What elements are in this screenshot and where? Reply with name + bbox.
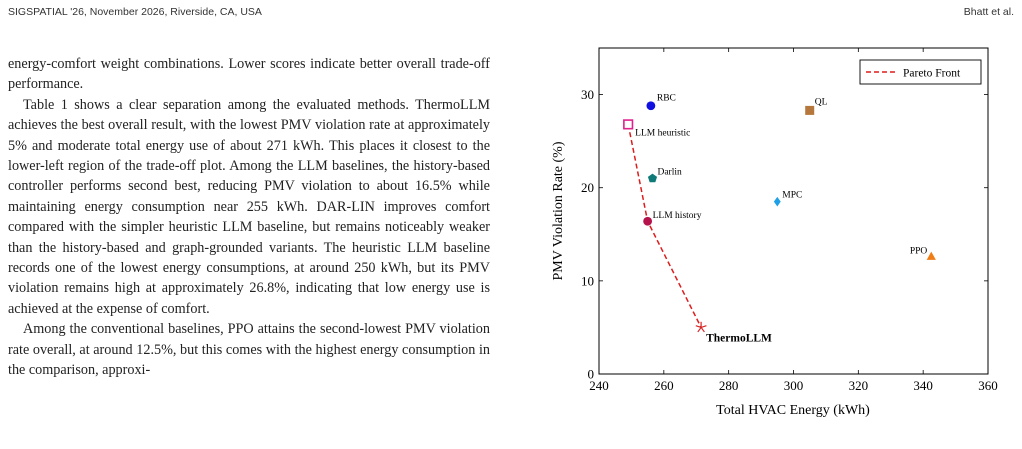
point-mpc (773, 196, 781, 207)
point-label-llm-heuristic: LLM heuristic (635, 128, 690, 138)
point-label-llm-history: LLM history (653, 211, 702, 221)
point-ql (805, 105, 815, 115)
legend-label: Pareto Front (903, 68, 961, 80)
star-ray (697, 327, 702, 333)
point-rbc (646, 101, 656, 111)
y-axis-ticks: 0 10 20 30 (581, 87, 988, 382)
legend: Pareto Front (859, 59, 982, 85)
x-tick-label: 280 (719, 378, 739, 393)
header-authors: Bhatt et al. (963, 6, 1014, 18)
star-ray (695, 325, 702, 328)
tradeoff-scatter-chart: 240 260 280 300 320 340 360 0 10 20 30 RBC QL LLM h… (551, 47, 998, 418)
legend-box (859, 59, 982, 85)
paragraph-results: Table 1 shows a clear separation among t… (8, 96, 490, 317)
point-label-rbc: RBC (657, 94, 676, 104)
paragraph-continued: energy-comfort weight combinations. Lowe… (8, 56, 490, 93)
x-tick-label: 260 (654, 378, 674, 393)
tradeoff-figure: 240 260 280 300 320 340 360 0 10 20 30 RBC QL LLM h… (535, 30, 1015, 430)
point-label-ql: QL (815, 97, 828, 107)
y-tick-label: 0 (588, 367, 595, 382)
pareto-front-layer (627, 124, 702, 328)
y-axis-label: PMV Violation Rate (%) (551, 141, 566, 280)
x-tick-label: 320 (849, 378, 869, 393)
point-label-darlin: Darlin (657, 167, 682, 177)
paragraph-baselines: Among the conventional baselines, PPO at… (8, 321, 490, 379)
point-darlin (647, 173, 658, 183)
point-thermollm (695, 321, 707, 333)
data-points-layer: RBC QL LLM heuristic Darlin MPC LLM history PP… (623, 94, 936, 344)
point-label-mpc: MPC (782, 191, 802, 201)
header-venue: SIGSPATIAL '26, November 2026, Riverside… (8, 6, 262, 18)
x-tick-label: 240 (589, 378, 609, 393)
x-axis-ticks: 240 260 280 300 320 340 360 (589, 48, 998, 393)
point-llm-heuristic (623, 119, 634, 130)
text-column: energy-comfort weight combinations. Lowe… (8, 54, 490, 381)
running-header: SIGSPATIAL '26, November 2026, Riverside… (8, 6, 1014, 20)
point-label-thermollm: ThermoLLM (706, 332, 772, 344)
pareto-front-line (627, 124, 702, 328)
point-label-ppo: PPO (910, 247, 928, 257)
x-tick-label: 340 (913, 378, 933, 393)
star-ray (700, 327, 705, 333)
x-tick-label: 300 (784, 378, 804, 393)
y-tick-label: 10 (581, 273, 594, 288)
y-tick-label: 20 (581, 180, 594, 195)
point-ppo (926, 251, 936, 260)
star-ray (700, 325, 707, 328)
y-tick-label: 30 (581, 87, 594, 102)
x-axis-label: Total HVAC Energy (kWh) (716, 403, 870, 418)
point-llm-history (643, 216, 653, 226)
x-tick-label: 360 (978, 378, 998, 393)
